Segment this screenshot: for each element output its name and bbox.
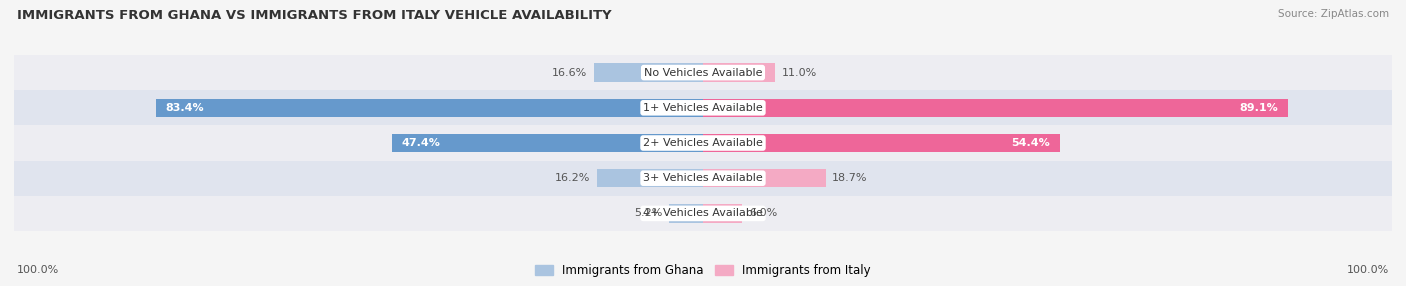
Bar — [703, 63, 775, 82]
Text: 5.2%: 5.2% — [634, 208, 662, 219]
Text: 3+ Vehicles Available: 3+ Vehicles Available — [643, 173, 763, 183]
Text: 2+ Vehicles Available: 2+ Vehicles Available — [643, 138, 763, 148]
Text: 16.6%: 16.6% — [553, 67, 588, 78]
Bar — [14, 196, 1392, 231]
Bar — [392, 134, 703, 152]
Text: No Vehicles Available: No Vehicles Available — [644, 67, 762, 78]
Bar — [703, 204, 742, 223]
Bar — [703, 99, 1288, 117]
Bar — [669, 204, 703, 223]
Bar — [14, 125, 1392, 161]
Bar — [703, 169, 825, 187]
Legend: Immigrants from Ghana, Immigrants from Italy: Immigrants from Ghana, Immigrants from I… — [534, 264, 872, 277]
Text: 1+ Vehicles Available: 1+ Vehicles Available — [643, 103, 763, 113]
Bar — [596, 169, 703, 187]
Text: 16.2%: 16.2% — [555, 173, 591, 183]
Bar — [156, 99, 703, 117]
Bar — [14, 161, 1392, 196]
Bar — [703, 134, 1060, 152]
Text: 11.0%: 11.0% — [782, 67, 817, 78]
Bar — [14, 55, 1392, 90]
Text: 54.4%: 54.4% — [1011, 138, 1050, 148]
Text: 4+ Vehicles Available: 4+ Vehicles Available — [643, 208, 763, 219]
Text: 89.1%: 89.1% — [1239, 103, 1278, 113]
Bar — [14, 90, 1392, 125]
Text: 100.0%: 100.0% — [1347, 265, 1389, 275]
Text: 83.4%: 83.4% — [166, 103, 204, 113]
Text: 47.4%: 47.4% — [402, 138, 440, 148]
Text: IMMIGRANTS FROM GHANA VS IMMIGRANTS FROM ITALY VEHICLE AVAILABILITY: IMMIGRANTS FROM GHANA VS IMMIGRANTS FROM… — [17, 9, 612, 21]
Text: 18.7%: 18.7% — [832, 173, 868, 183]
Text: 100.0%: 100.0% — [17, 265, 59, 275]
Text: Source: ZipAtlas.com: Source: ZipAtlas.com — [1278, 9, 1389, 19]
Text: 6.0%: 6.0% — [749, 208, 778, 219]
Bar — [595, 63, 703, 82]
